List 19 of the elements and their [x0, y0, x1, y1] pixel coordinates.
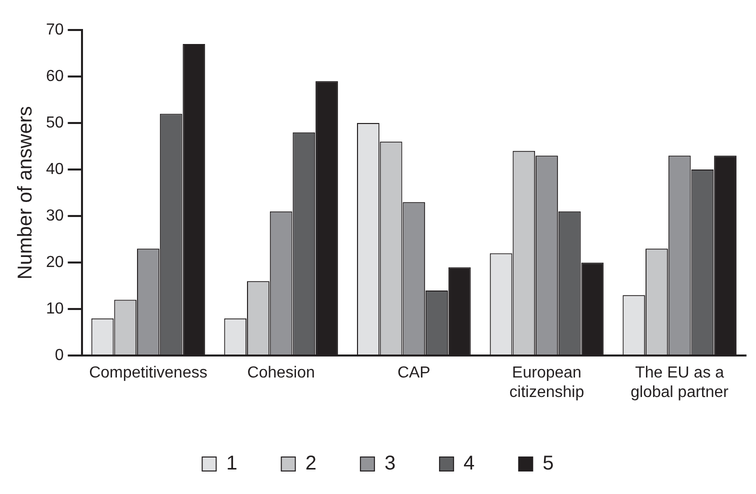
y-axis-title: Number of answers	[14, 106, 37, 280]
legend-label: 4	[464, 452, 475, 475]
y-tick-label: 30	[46, 207, 64, 224]
legend-label: 2	[305, 452, 316, 475]
x-tick-label: Cohesion	[247, 364, 315, 382]
y-tick-label: 20	[46, 254, 64, 271]
x-tick-label: Competitiveness	[89, 364, 208, 382]
legend-label: 1	[226, 452, 238, 475]
y-tick-label: 60	[46, 68, 64, 85]
x-tick-label: CAP	[397, 364, 430, 382]
y-tick-label: 0	[54, 347, 64, 364]
legend-label: 5	[542, 452, 554, 475]
x-tick-label: European citizenship	[509, 364, 584, 401]
y-tick-label: 10	[46, 300, 64, 318]
y-tick-label: 70	[46, 21, 64, 38]
x-tick-label: The EU as a global partner	[630, 364, 730, 401]
y-tick-label: 40	[46, 160, 64, 178]
legend-label: 3	[384, 452, 396, 475]
y-tick-label: 50	[46, 114, 64, 132]
